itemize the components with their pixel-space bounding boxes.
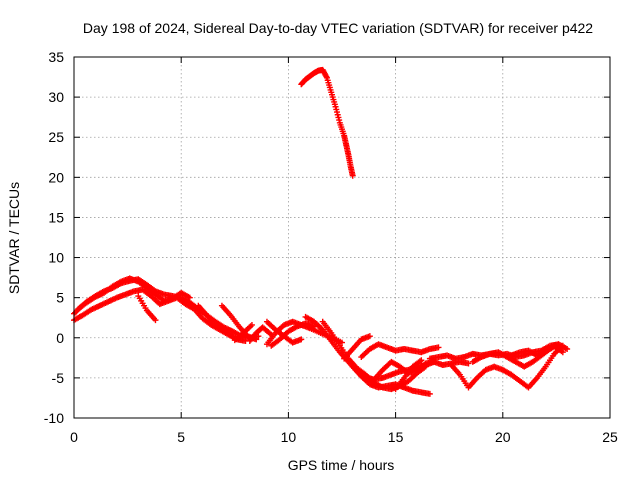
data-point <box>229 333 236 340</box>
data-point <box>339 339 345 346</box>
data-point <box>349 172 356 179</box>
y-tick-label: -5 <box>52 370 65 386</box>
series-track-main-upper <box>75 275 193 312</box>
data-point <box>426 390 433 397</box>
data-point <box>418 357 425 364</box>
y-tick-label: 35 <box>48 49 64 65</box>
data-point <box>435 344 442 351</box>
y-tick-label: 25 <box>48 129 64 145</box>
series-track-tail-d <box>508 342 566 359</box>
y-tick-label: 5 <box>56 290 64 306</box>
data-point <box>559 349 566 356</box>
x-tick-label: 0 <box>70 429 78 445</box>
y-tick-label: 0 <box>56 330 64 346</box>
y-tick-label: 15 <box>48 209 64 225</box>
x-tick-label: 5 <box>177 429 185 445</box>
ticks: 0 5 10 15 20 25 -10 -5 0 5 10 15 20 25 30 35 <box>44 49 618 445</box>
series-track-desc-c <box>349 363 433 397</box>
data-point <box>298 336 305 343</box>
y-tick-label: 20 <box>48 169 64 185</box>
plot-frame <box>73 56 611 419</box>
y-axis-label: SDTVAR / TECUs <box>6 182 22 294</box>
data-point <box>564 346 571 353</box>
series-track-bump-b <box>231 321 255 344</box>
series-track-wave-c <box>392 357 425 393</box>
data-point <box>253 336 260 343</box>
data-points <box>71 66 571 397</box>
data-point <box>465 360 472 367</box>
x-axis-label: GPS time / hours <box>288 457 395 473</box>
data-point <box>559 342 566 349</box>
series-track-dip-b <box>195 302 236 340</box>
data-point <box>186 294 193 301</box>
series-track-tail-b <box>448 342 566 391</box>
series-track-wave-a <box>358 341 442 361</box>
series-track-high-arc <box>298 66 356 179</box>
chart-title: Day 198 of 2024, Sidereal Day-to-day VTE… <box>83 20 593 36</box>
y-tick-label: -10 <box>44 410 64 426</box>
y-tick-label: 10 <box>48 250 64 266</box>
data-point <box>366 333 373 340</box>
data-point <box>152 317 159 324</box>
x-tick-label: 25 <box>602 429 618 445</box>
data-point <box>248 321 255 328</box>
x-tick-label: 20 <box>495 429 511 445</box>
series-track-hump-d <box>263 318 305 346</box>
series-track-desc-d <box>341 333 373 362</box>
series-track-dip-a <box>135 293 159 324</box>
x-tick-label: 15 <box>388 429 404 445</box>
x-tick-label: 10 <box>281 429 297 445</box>
y-tick-label: 30 <box>48 89 64 105</box>
